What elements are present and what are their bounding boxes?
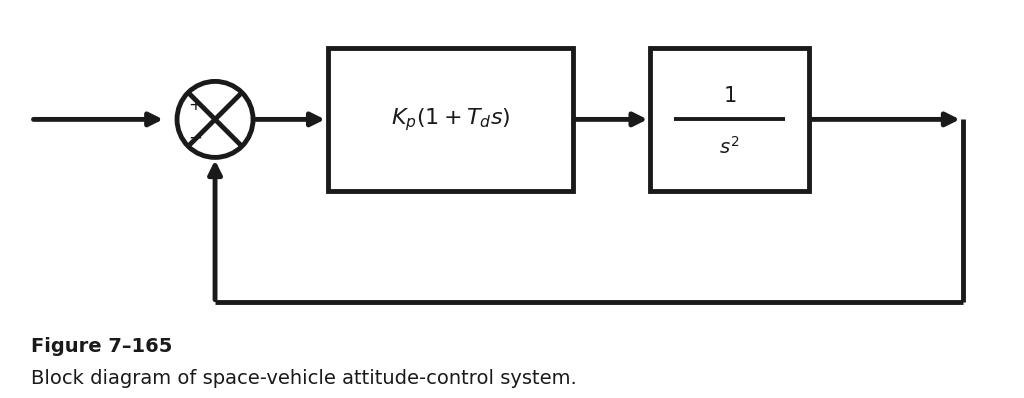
Text: −: − <box>188 129 202 146</box>
Bar <box>650 48 809 191</box>
Text: $s^2$: $s^2$ <box>720 136 739 158</box>
Bar <box>328 48 573 191</box>
Text: +: + <box>188 96 202 114</box>
Text: $K_p(1 + T_d s)$: $K_p(1 + T_d s)$ <box>391 106 510 133</box>
Text: Figure 7–165: Figure 7–165 <box>31 337 172 356</box>
Text: $1$: $1$ <box>723 86 736 106</box>
Text: Block diagram of space-vehicle attitude-control system.: Block diagram of space-vehicle attitude-… <box>31 369 577 388</box>
